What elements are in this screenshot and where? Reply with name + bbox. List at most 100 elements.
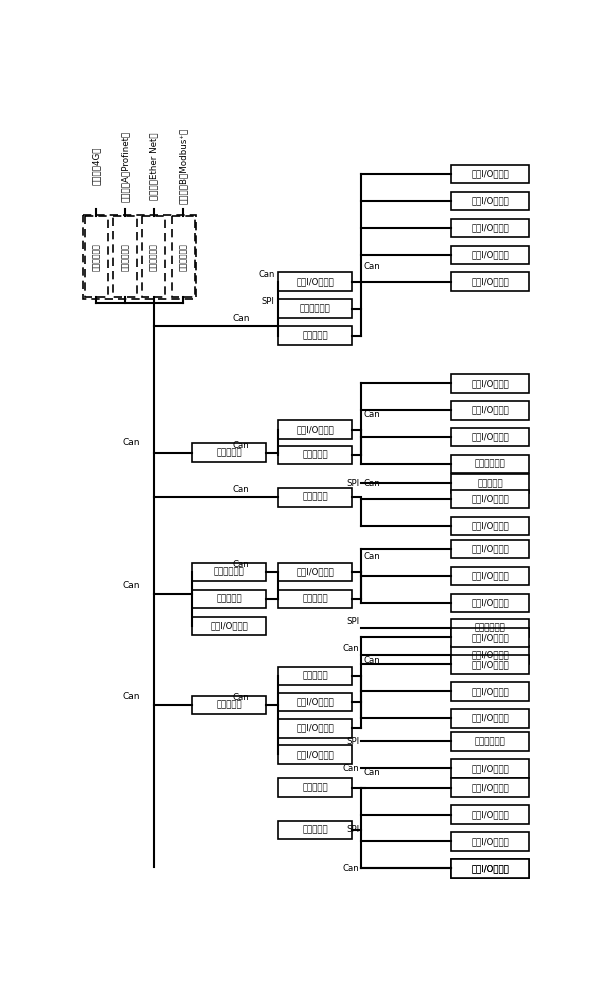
Text: 驱动I/O采样卡: 驱动I/O采样卡 (471, 544, 509, 553)
Bar (451, 859, 529, 878)
Text: 外围设备A（Profinet）: 外围设备A（Profinet） (121, 131, 130, 202)
Text: 主控单元卡: 主控单元卡 (303, 671, 328, 680)
Text: Can: Can (364, 552, 380, 561)
Text: 主控单元卡: 主控单元卡 (217, 448, 242, 457)
Bar (192, 696, 266, 714)
Text: Can: Can (258, 270, 275, 279)
Text: 通讯转换单元: 通讯转换单元 (149, 243, 158, 271)
Text: 驱动I/O采样卡: 驱动I/O采样卡 (471, 810, 509, 819)
Bar (451, 455, 529, 473)
Bar (451, 859, 529, 878)
Text: 驱动I/O采样卡: 驱动I/O采样卡 (471, 783, 509, 792)
Text: 主控单元卡: 主控单元卡 (303, 493, 328, 502)
Text: 驱动I/O采样卡: 驱动I/O采样卡 (471, 169, 509, 178)
Text: Can: Can (122, 581, 140, 590)
Text: Can: Can (364, 656, 380, 665)
Bar (278, 420, 352, 439)
Text: 驱动I/O采样卡: 驱动I/O采样卡 (471, 406, 509, 415)
Text: 通讯转换单元: 通讯转换单元 (121, 243, 130, 271)
Text: 驱动I/O采样卡: 驱动I/O采样卡 (210, 621, 248, 630)
Bar (451, 246, 529, 264)
Text: 驱动I/O采样卡: 驱动I/O采样卡 (471, 571, 509, 580)
Text: Can: Can (342, 764, 359, 773)
Bar (451, 646, 529, 664)
Text: 驱动I/O采样卡: 驱动I/O采样卡 (471, 633, 509, 642)
Bar (451, 540, 529, 558)
Bar (451, 619, 529, 637)
Bar (278, 745, 352, 764)
Text: 主控单元卡: 主控单元卡 (303, 450, 328, 459)
Text: 上位机（Ether Net）: 上位机（Ether Net） (149, 132, 158, 200)
Text: 云发布（4G）: 云发布（4G） (92, 147, 101, 185)
Bar (451, 165, 529, 183)
Text: Can: Can (364, 410, 380, 419)
Bar (278, 299, 352, 318)
Bar (451, 517, 529, 535)
Text: 驱动I/O采样卡: 驱动I/O采样卡 (471, 864, 509, 873)
Bar (278, 488, 352, 507)
Text: 驱动I/O采样卡: 驱动I/O采样卡 (296, 724, 334, 733)
Text: 存储器采样卡: 存储器采样卡 (214, 567, 245, 576)
Text: 驱动I/O采样卡: 驱动I/O采样卡 (471, 379, 509, 388)
Bar (451, 401, 529, 420)
Bar (451, 655, 529, 674)
Bar (451, 628, 529, 647)
Text: Can: Can (232, 314, 250, 323)
Text: 主控单元卡: 主控单元卡 (303, 783, 328, 792)
Text: Can: Can (364, 262, 380, 271)
Text: 传感器采样卡: 传感器采样卡 (475, 624, 506, 633)
Bar (192, 590, 266, 608)
Bar (451, 805, 529, 824)
Text: 主控单元卡: 主控单元卡 (303, 594, 328, 603)
Text: 驱动I/O采样卡: 驱动I/O采样卡 (471, 521, 509, 530)
Bar (278, 326, 352, 345)
Text: 驱动I/O采样卡: 驱动I/O采样卡 (471, 494, 509, 503)
Bar (83, 215, 196, 299)
Bar (451, 192, 529, 210)
Text: 驱动I/O采样卡: 驱动I/O采样卡 (471, 714, 509, 723)
Bar (192, 443, 266, 462)
Text: 驱动I/O采样卡: 驱动I/O采样卡 (471, 598, 509, 607)
Text: 驱动I/O采样卡: 驱动I/O采样卡 (471, 433, 509, 442)
Bar (278, 272, 352, 291)
Text: 通讯转换单元: 通讯转换单元 (179, 243, 187, 271)
Text: Can: Can (233, 693, 250, 702)
Text: 驱动I/O采样卡: 驱动I/O采样卡 (471, 687, 509, 696)
Text: 驱动I/O采样卡: 驱动I/O采样卡 (471, 837, 509, 846)
Text: 传感器采样卡: 传感器采样卡 (475, 460, 506, 469)
Text: 驱动I/O采样卡: 驱动I/O采样卡 (471, 196, 509, 205)
Text: SPI: SPI (261, 297, 275, 306)
Bar (451, 759, 529, 778)
Bar (113, 216, 137, 297)
Bar (451, 832, 529, 851)
Text: Can: Can (122, 438, 140, 447)
Bar (278, 667, 352, 685)
Text: SPI: SPI (346, 825, 359, 834)
Bar (278, 590, 352, 608)
Text: 通讯转换单元: 通讯转换单元 (92, 243, 101, 271)
Bar (451, 272, 529, 291)
Text: 传感器采样卡: 传感器采样卡 (475, 737, 506, 746)
Text: 驱动I/O采样卡: 驱动I/O采样卡 (471, 764, 509, 773)
Bar (278, 563, 352, 581)
Text: Can: Can (364, 479, 380, 488)
Text: 主控单元卡: 主控单元卡 (217, 594, 242, 603)
Text: Can: Can (342, 644, 359, 653)
Text: 驱动I/O采样卡: 驱动I/O采样卡 (471, 864, 509, 873)
Bar (278, 693, 352, 711)
Text: 主控单元卡: 主控单元卡 (217, 701, 242, 710)
Text: 驱动I/O采样卡: 驱动I/O采样卡 (296, 750, 334, 759)
Text: Can: Can (233, 560, 250, 569)
Text: 驱动I/O采样卡: 驱动I/O采样卡 (471, 660, 509, 669)
Bar (451, 474, 529, 493)
Text: Can: Can (122, 692, 140, 701)
Text: 主控单元卡: 主控单元卡 (303, 331, 328, 340)
Text: 驱动I/O采样卡: 驱动I/O采样卡 (471, 250, 509, 259)
Bar (451, 778, 529, 797)
Text: 驱动I/O采样卡: 驱动I/O采样卡 (471, 223, 509, 232)
Text: 主控单元卡: 主控单元卡 (477, 479, 503, 488)
Text: Can: Can (364, 768, 380, 777)
Bar (451, 490, 529, 508)
Bar (451, 219, 529, 237)
Text: 驱动I/O采样卡: 驱动I/O采样卡 (471, 651, 509, 660)
